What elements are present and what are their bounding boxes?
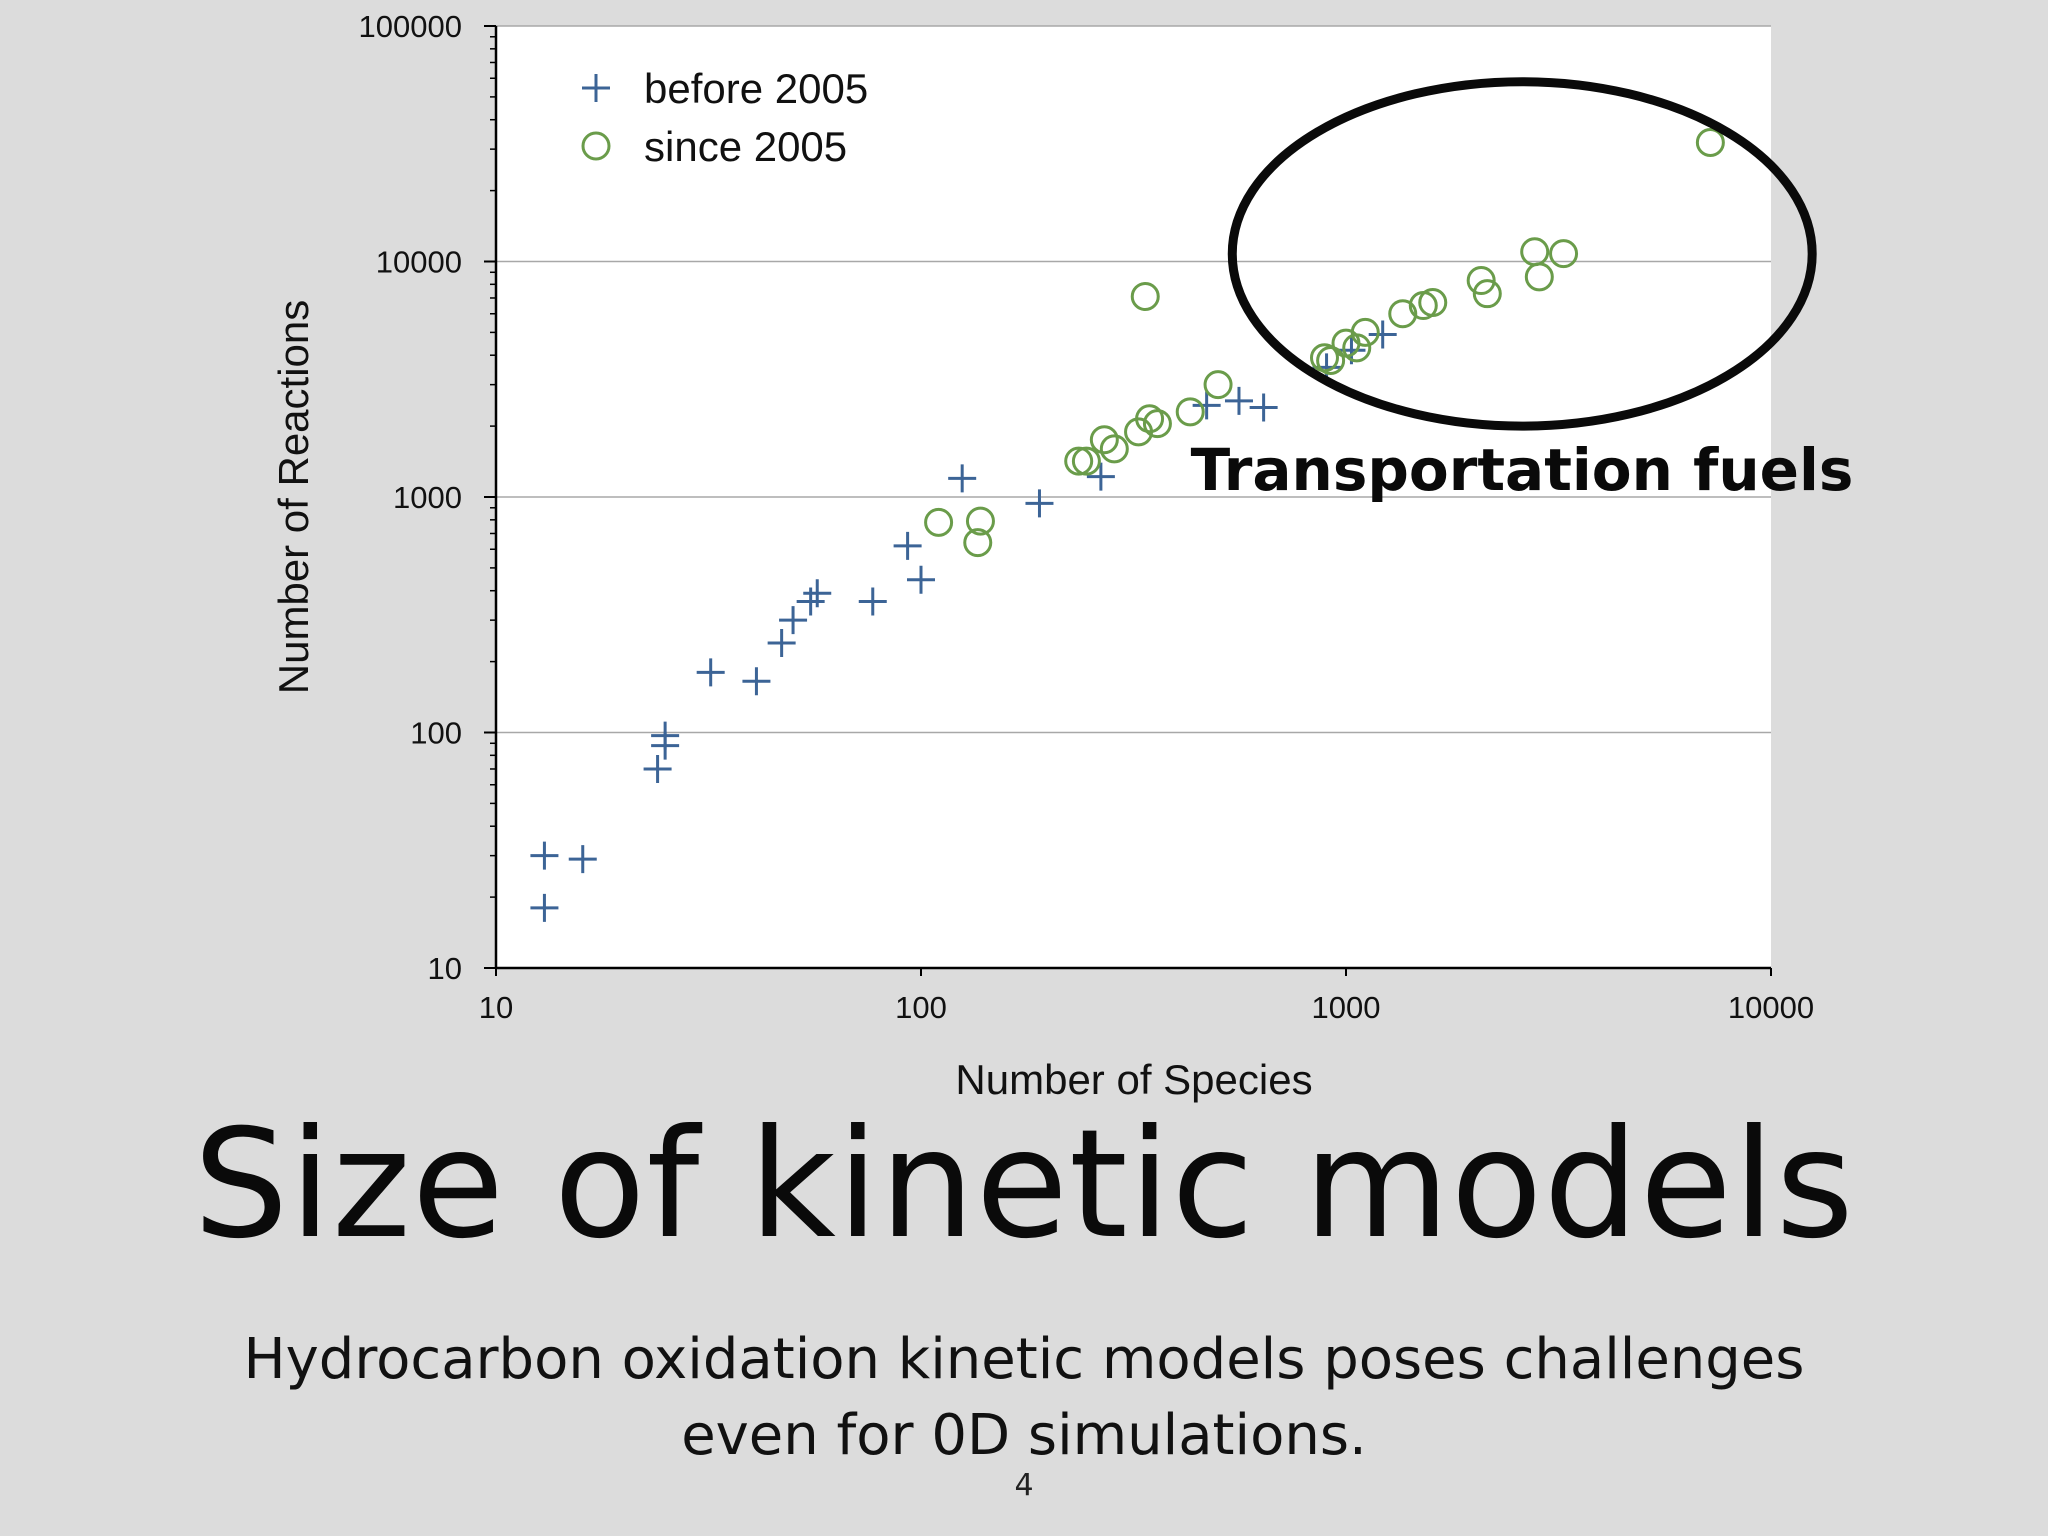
x-tick-label: 10000 (1728, 990, 1814, 1025)
chart: 10 100 1000 10000 100000 10 100 1000 10000 Trans… (0, 0, 2048, 1110)
y-tick-label: 100000 (359, 9, 462, 44)
x-tick-label: 100 (895, 990, 947, 1025)
page-number: 4 (0, 1468, 2048, 1503)
legend-label: before 2005 (644, 65, 868, 112)
slide-subtitle: Hydrocarbon oxidation kinetic models pos… (0, 1322, 2048, 1474)
y-tick-label: 10 (428, 951, 462, 986)
x-tick-label: 10 (479, 990, 513, 1025)
y-tick-label: 1000 (393, 480, 462, 515)
slide-title: Size of kinetic models (0, 1110, 2048, 1260)
legend-label: since 2005 (644, 123, 847, 170)
subtitle-line-1: Hydrocarbon oxidation kinetic models pos… (0, 1322, 2048, 1398)
x-axis-label: Number of Species (955, 1056, 1312, 1103)
x-tick-label: 1000 (1312, 990, 1381, 1025)
y-tick-label: 100 (410, 716, 462, 751)
annotation-label: Transportation fuels (1191, 436, 1854, 504)
y-axis-label: Number of Reactions (270, 300, 317, 695)
y-tick-label: 10000 (376, 245, 462, 280)
subtitle-line-2: even for 0D simulations. (0, 1398, 2048, 1474)
